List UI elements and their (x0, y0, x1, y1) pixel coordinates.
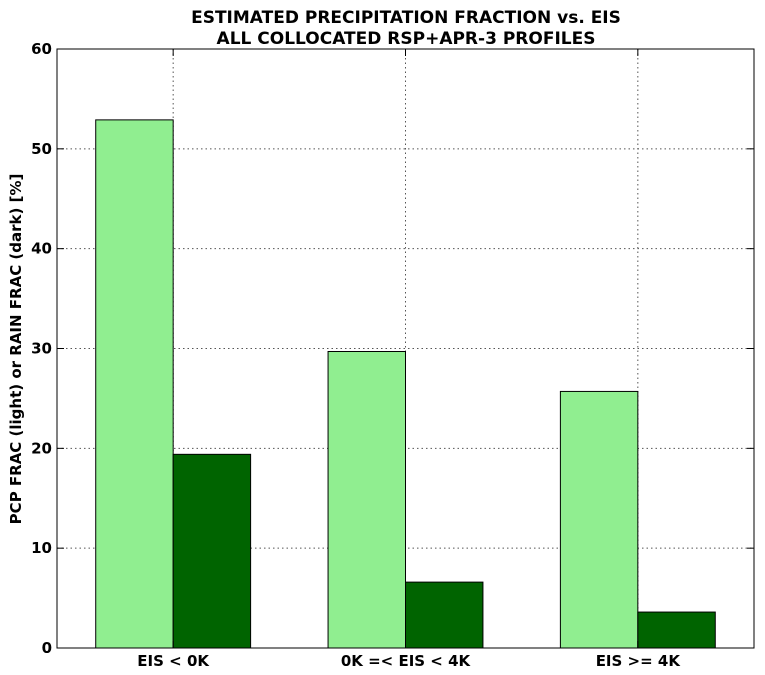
y-tick-label-0: 0 (42, 639, 52, 657)
bars (95, 119, 716, 649)
chart-subtitle: ALL COLLOCATED RSP+APR-3 PROFILES (217, 29, 596, 49)
bar-series0-cat2 (559, 390, 639, 649)
x-tick-label-1: 0K =< EIS < 4K (341, 652, 472, 670)
y-tick-label-2: 20 (31, 439, 52, 457)
y-tick-label-1: 10 (31, 539, 52, 557)
x-tick-label-0: EIS < 0K (137, 652, 210, 670)
y-tick-label-4: 40 (31, 240, 52, 258)
axis-ticks: 0 10 20 30 40 50 60 EIS < 0K 0K =< EIS < 4K EIS >… (31, 40, 754, 670)
bar-series1-cat2 (637, 611, 716, 649)
chart-title: ESTIMATED PRECIPITATION FRACTION vs. EIS (191, 8, 621, 28)
bar-series0-cat1 (327, 350, 406, 649)
x-tick-label-2: EIS >= 4K (596, 652, 682, 670)
bar-series0-cat0 (95, 119, 174, 649)
y-tick-label-3: 30 (31, 340, 52, 358)
y-tick-label-5: 50 (31, 140, 52, 158)
y-tick-label-6: 60 (31, 40, 52, 58)
y-axis-label: PCP FRAC (light) or RAIN FRAC (dark) [%] (7, 174, 25, 525)
bar-series1-cat0 (172, 453, 252, 649)
bar-series1-cat1 (405, 581, 484, 649)
